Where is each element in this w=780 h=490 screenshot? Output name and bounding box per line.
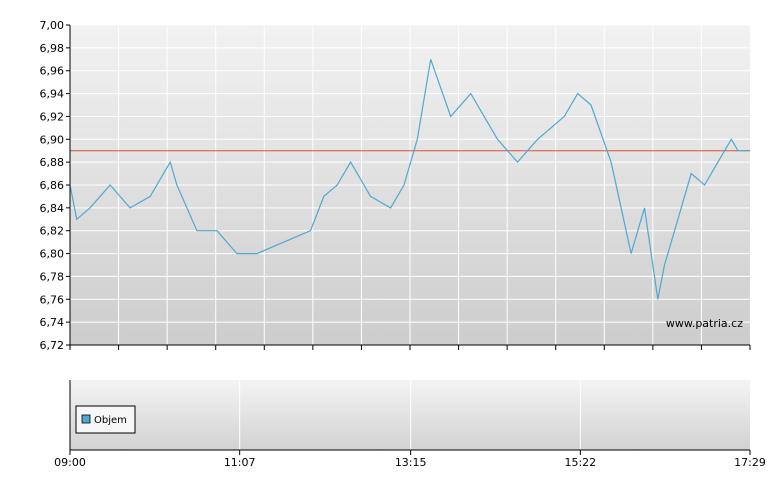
- y-axis-ticks: 7,00 6,98 6,96 6,94 6,92 6,90 6,88 6,86 6,84 6,82…: [40, 19, 70, 352]
- volume-gridlines: [239, 380, 581, 450]
- x-axis-ticks: 09:00 11:07 13:15 15:22 17:29: [54, 450, 766, 469]
- x-tick-label: 09:00: [54, 456, 86, 469]
- price-series-line: [69, 59, 750, 300]
- y-tick-label: 6,90: [40, 133, 65, 146]
- y-tick-label: 6,78: [40, 270, 65, 283]
- y-tick-label: 7,00: [40, 19, 65, 32]
- x-tick-label: 15:22: [564, 456, 596, 469]
- y-tick-label: 6,76: [40, 293, 65, 306]
- watermark: www.patria.cz: [666, 317, 743, 330]
- x-tick-label: 17:29: [734, 456, 766, 469]
- y-tick-label: 6,92: [40, 110, 65, 123]
- y-tick-label: 6,84: [40, 202, 65, 215]
- y-tick-label: 6,86: [40, 179, 65, 192]
- main-x-ticks: [69, 345, 751, 350]
- volume-legend: Objem: [75, 405, 136, 434]
- volume-legend-swatch: [81, 414, 91, 424]
- y-tick-label: 6,74: [40, 316, 65, 329]
- y-tick-label: 6,88: [40, 156, 65, 169]
- x-tick-label: 13:15: [395, 456, 427, 469]
- y-tick-label: 6,82: [40, 225, 65, 238]
- x-tick-label: 11:07: [224, 456, 256, 469]
- y-tick-label: 6,94: [40, 88, 65, 101]
- y-tick-label: 6,72: [40, 339, 65, 352]
- volume-legend-label: Objem: [94, 415, 127, 426]
- y-tick-label: 6,98: [40, 42, 65, 55]
- volume-plot-area: [70, 380, 750, 450]
- y-tick-label: 6,96: [40, 65, 65, 78]
- y-tick-label: 6,80: [40, 248, 65, 261]
